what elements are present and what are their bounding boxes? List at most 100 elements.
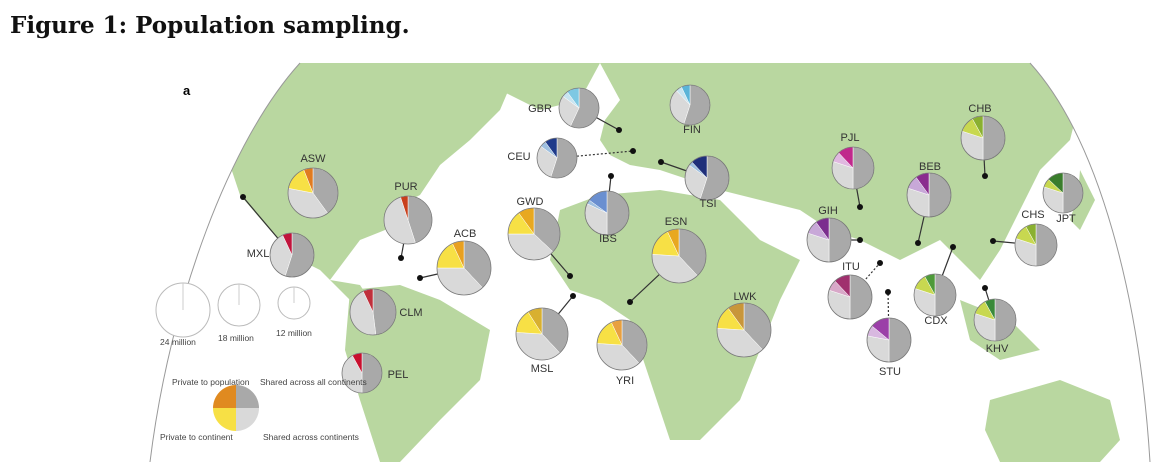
sample-location-dot: [885, 289, 891, 295]
pie-outline: [596, 319, 648, 371]
population-label: CDX: [924, 315, 948, 327]
population-label: FIN: [683, 124, 701, 136]
pie-slice: [849, 274, 873, 320]
population-label: ITU: [842, 261, 860, 273]
map-frame: [149, 62, 1151, 462]
pie-mxl: MXL: [247, 232, 315, 278]
population-label: KHV: [986, 343, 1009, 355]
sample-location-dot: [417, 275, 423, 281]
size-24m-label: 24 million: [160, 337, 196, 347]
sample-location-dot: [982, 173, 988, 179]
size-12m-label: 12 million: [276, 328, 312, 338]
pie-gwd: GWD: [507, 196, 561, 261]
pie-tsi: TSI: [684, 155, 730, 210]
pie-msl: MSL: [515, 307, 569, 375]
pie-slice: [1035, 223, 1058, 267]
legend-shared-continents: Shared across continents: [263, 432, 359, 442]
pie-ibs: IBS: [584, 190, 630, 245]
sample-location-dot: [630, 148, 636, 154]
size-legend: 24 million 18 million 12 million: [155, 282, 312, 347]
sample-location-dot: [398, 255, 404, 261]
pie-itu: ITU: [827, 261, 873, 320]
population-label: MXL: [247, 248, 270, 260]
legend-shared-all: Shared across all continents: [260, 377, 367, 387]
pie-outline: [716, 302, 772, 358]
pie-acb: ACB: [436, 228, 492, 296]
pie-outline: [960, 115, 1006, 161]
connector-line: [849, 262, 881, 298]
pie-outline: [1042, 172, 1084, 214]
pie-slice: [934, 273, 957, 317]
pie-clm: CLM: [349, 288, 423, 336]
pie-beb: BEB: [906, 161, 952, 218]
connectors: [240, 107, 1037, 341]
panel-label: a: [183, 83, 191, 98]
legend: 24 million 18 million 12 million Private…: [155, 282, 367, 442]
sample-location-dot: [627, 299, 633, 305]
pie-outline: [269, 232, 315, 278]
sample-location-dot: [857, 204, 863, 210]
population-label: CEU: [507, 151, 530, 163]
pie-outline: [1014, 223, 1058, 267]
pie-outline: [584, 190, 630, 236]
population-label: CHS: [1021, 209, 1044, 221]
population-label: ASW: [300, 153, 326, 165]
pie-pjl: PJL: [831, 132, 875, 190]
population-label: LWK: [733, 291, 757, 303]
pie-gbr: GBR: [528, 87, 600, 129]
population-label: TSI: [699, 198, 716, 210]
population-label: GIH: [818, 205, 838, 217]
pie-yri: YRI: [596, 319, 648, 387]
sample-location-dot: [877, 260, 883, 266]
population-label: ESN: [665, 216, 688, 228]
pie-outline: [973, 298, 1017, 342]
sample-location-dot: [616, 127, 622, 133]
japan: [1070, 170, 1095, 230]
pie-outline: [507, 207, 561, 261]
population-label: YRI: [616, 375, 634, 387]
pie-outline: [866, 317, 912, 363]
sample-location-dot: [570, 293, 576, 299]
pie-lwk: LWK: [716, 291, 772, 358]
pie-outline: [287, 167, 339, 219]
pie-pur: PUR: [383, 181, 433, 245]
pie-ceu: CEU: [507, 137, 578, 179]
population-label: PJL: [841, 132, 860, 144]
population-label: IBS: [599, 233, 617, 245]
sample-location-dot: [990, 238, 996, 244]
sample-location-dot: [950, 244, 956, 250]
sample-location-dot: [982, 285, 988, 291]
category-legend: Private to population Shared across all …: [160, 377, 367, 442]
africa: [550, 190, 800, 440]
legend-private-continent: Private to continent: [160, 432, 233, 442]
population-label: GBR: [528, 103, 552, 115]
pie-cdx: CDX: [913, 273, 957, 327]
pie-gih: GIH: [806, 205, 852, 263]
population-label: CLM: [399, 307, 422, 319]
sample-location-dot: [915, 240, 921, 246]
population-label: BEB: [919, 161, 941, 173]
pie-jpt: JPT: [1042, 172, 1084, 225]
pie-chs: CHS: [1014, 209, 1058, 267]
pie-slice: [888, 317, 912, 363]
pie-outline: [558, 87, 600, 129]
sample-location-dot: [240, 194, 246, 200]
pie-outline: [906, 172, 952, 218]
population-pies: ASW MXL PUR ACB CLM PEL GBR FIN CEU TSI IBS GWD ESN M…: [247, 84, 1084, 394]
legend-private-population: Private to population: [172, 377, 250, 387]
figure-title: Figure 1: Population sampling.: [10, 12, 410, 39]
population-label: MSL: [531, 363, 554, 375]
pie-outline: [341, 352, 383, 394]
pie-outline: [806, 217, 852, 263]
pie-outline: [349, 288, 397, 336]
pie-outline: [651, 228, 707, 284]
pie-outline: [383, 195, 433, 245]
population-label: CHB: [968, 103, 991, 115]
pie-outline: [831, 146, 875, 190]
sample-location-dot: [857, 237, 863, 243]
pie-outline: [913, 273, 957, 317]
pie-outline: [436, 240, 492, 296]
population-label: PUR: [394, 181, 417, 193]
size-18m-label: 18 million: [218, 333, 254, 343]
